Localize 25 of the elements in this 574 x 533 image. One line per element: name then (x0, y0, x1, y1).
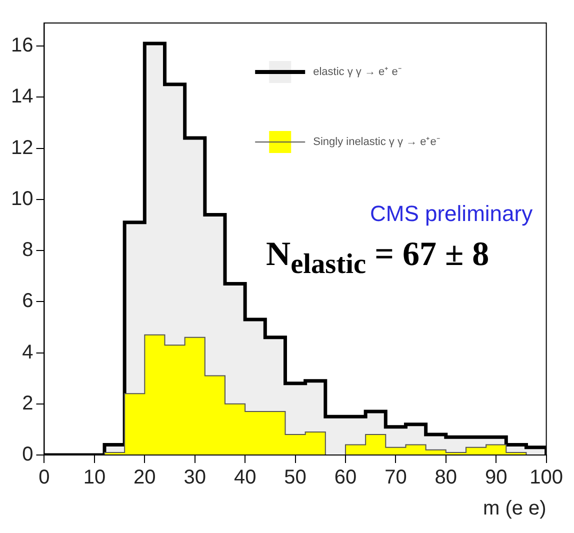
x-tick-label: 90 (484, 466, 508, 489)
y-tick-label: 0 (22, 444, 34, 466)
x-tick-label: 80 (434, 466, 458, 489)
x-tick-label: 40 (234, 466, 256, 489)
y-tick-label: 14 (10, 86, 34, 108)
x-tick-label: 100 (530, 466, 564, 489)
x-tick-label: 30 (184, 466, 206, 489)
y-tick-label: 8 (22, 239, 34, 262)
y-tick-label: 2 (22, 392, 34, 414)
annotation: CMS preliminary (370, 201, 533, 227)
y-tick-label: 4 (22, 341, 34, 364)
y-tick-label: 16 (10, 34, 34, 57)
x-axis-title: m (e e) (482, 498, 546, 520)
x-tick-label: 10 (83, 466, 106, 489)
x-tick-label: 50 (284, 466, 306, 489)
y-tick-label: 12 (10, 136, 34, 159)
x-tick-label: 20 (134, 466, 156, 489)
annotation: N$_{elastic}$ = 67 ± 8 (266, 236, 490, 281)
y-tick-label: 6 (22, 290, 34, 312)
y-tick-label: 10 (10, 188, 34, 210)
x-tick-label: 0 (38, 466, 50, 489)
legend-label: elastic γ γ → e⁺ e⁻ (313, 66, 402, 78)
x-tick-label: 70 (384, 466, 407, 489)
x-tick-label: 60 (334, 466, 357, 489)
legend-label: Singly inelastic γ γ → e⁺e⁻ (313, 136, 440, 148)
